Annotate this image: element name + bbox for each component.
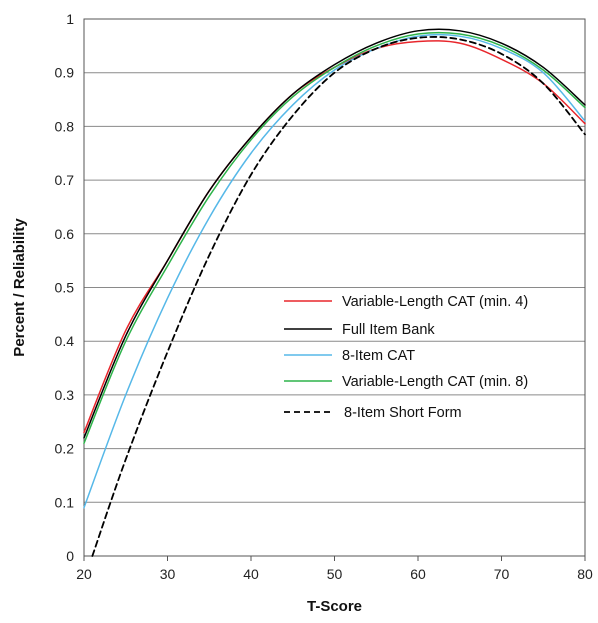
plot-frame	[83, 18, 586, 557]
x-tick-label: 80	[577, 566, 593, 582]
legend-label: 8-Item Short Form	[344, 405, 462, 421]
y-tick-label: 0.1	[55, 494, 75, 510]
x-tick-label: 50	[327, 566, 343, 582]
series-line-4	[83, 31, 586, 444]
legend-label: 8-Item CAT	[342, 348, 415, 364]
y-tick-label: 0.2	[55, 441, 75, 457]
y-tick-label: 0.3	[55, 387, 75, 403]
y-tick-label: 0	[66, 548, 74, 564]
y-tick-label: 0.5	[55, 280, 75, 296]
legend-label: Full Item Bank	[342, 322, 435, 338]
y-tick-label: 1	[66, 11, 74, 27]
x-tick-label: 70	[494, 566, 510, 582]
series-layer	[83, 28, 586, 557]
series-line-5	[91, 36, 586, 557]
y-tick-label: 0.7	[55, 172, 75, 188]
y-tick-label: 0.9	[55, 65, 75, 81]
legend-label: Variable-Length CAT (min. 4)	[342, 294, 528, 310]
tick-labels: 0 0.1 0.2 0.3 0.4 0.5 0.6 0.7 0.8 0.9 1 20 30 40 50 60 7…	[55, 11, 593, 582]
legend: Variable-Length CAT (min. 4) Full Item Ba…	[284, 294, 528, 421]
x-tick-label: 20	[76, 566, 92, 582]
series-line-3	[83, 33, 586, 509]
y-tick-label: 0.4	[55, 333, 75, 349]
x-axis-title: T-Score	[307, 598, 362, 615]
x-tick-label: 60	[410, 566, 426, 582]
grid-lines	[84, 18, 585, 557]
series-line-2	[83, 28, 586, 439]
x-tick-label: 40	[243, 566, 259, 582]
x-tick-label: 30	[160, 566, 176, 582]
y-tick-label: 0.6	[55, 226, 75, 242]
y-axis-title: Percent / Reliability	[11, 218, 28, 357]
y-tick-label: 0.8	[55, 118, 75, 134]
legend-label: Variable-Length CAT (min. 8)	[342, 374, 528, 390]
